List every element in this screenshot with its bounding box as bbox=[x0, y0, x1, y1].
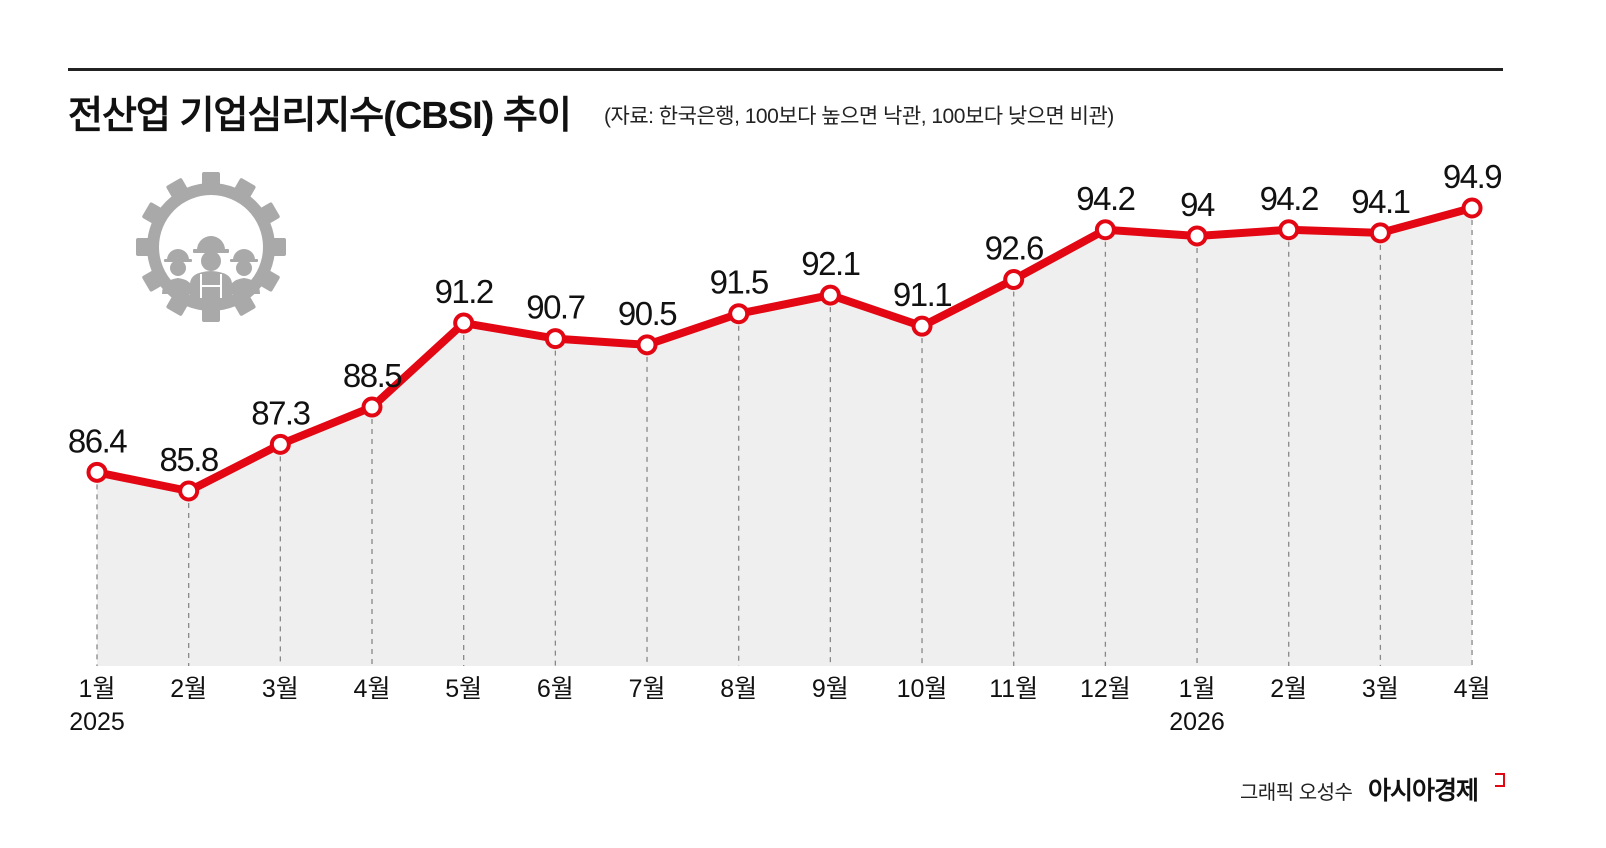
data-point-marker bbox=[819, 284, 841, 306]
data-point-marker bbox=[178, 480, 200, 502]
x-tick-label: 1월 bbox=[1179, 675, 1216, 703]
data-point-marker bbox=[1003, 269, 1025, 291]
value-label: 87.3 bbox=[251, 394, 309, 431]
value-label: 91.5 bbox=[710, 264, 768, 301]
value-label: 92.1 bbox=[801, 245, 859, 282]
x-tick-label: 11월 bbox=[989, 675, 1038, 703]
x-tick-label: 6월 bbox=[537, 675, 574, 703]
data-point-marker bbox=[911, 315, 933, 337]
data-point-marker bbox=[728, 303, 750, 325]
value-label: 94.2 bbox=[1076, 180, 1134, 217]
x-tick-label: 5월 bbox=[445, 675, 482, 703]
value-label: 91.2 bbox=[435, 273, 493, 310]
year-label: 2026 bbox=[1169, 708, 1225, 736]
data-line bbox=[93, 203, 1477, 495]
data-point-marker bbox=[544, 328, 566, 350]
value-label: 94.1 bbox=[1351, 183, 1409, 220]
value-label: 92.6 bbox=[985, 230, 1043, 267]
brand-mark-icon bbox=[1495, 773, 1505, 787]
top-rule bbox=[68, 68, 1503, 71]
data-point-marker bbox=[1461, 197, 1483, 219]
x-tick-label: 3월 bbox=[262, 675, 299, 703]
vertical-guides bbox=[96, 219, 1473, 666]
x-tick-label: 2월 bbox=[1270, 675, 1307, 703]
data-point-marker bbox=[269, 433, 291, 455]
value-label: 94.2 bbox=[1260, 180, 1318, 217]
chart-title: 전산업 기업심리지수(CBSI) 추이 bbox=[68, 95, 572, 137]
value-label: 88.5 bbox=[343, 357, 401, 394]
data-point-marker bbox=[1094, 219, 1116, 241]
gear-workers-icon bbox=[136, 172, 286, 322]
year-label: 2025 bbox=[69, 708, 125, 736]
x-tick-label: 7월 bbox=[629, 675, 666, 703]
graphic-credit: 그래픽 오성수 bbox=[1240, 782, 1353, 804]
x-tick-label: 2월 bbox=[170, 675, 207, 703]
x-tick-label: 4월 bbox=[1454, 675, 1491, 703]
value-label: 86.4 bbox=[68, 422, 127, 459]
x-axis-labels: 1월 2월 3월 4월 5월 6월 7월 8월 9월 10월 11월 12월 1월 2월 3월 4월 2025 2… bbox=[69, 675, 1490, 736]
value-label: 91.1 bbox=[893, 276, 951, 313]
brand-logo: 아시아경제 bbox=[1368, 777, 1479, 805]
value-label: 85.8 bbox=[160, 441, 218, 478]
value-label: 94 bbox=[1180, 186, 1215, 223]
x-tick-label: 10월 bbox=[897, 675, 948, 703]
data-point-marker bbox=[86, 461, 108, 483]
data-point-marker bbox=[453, 312, 475, 334]
x-tick-label: 4월 bbox=[354, 675, 391, 703]
data-markers bbox=[86, 197, 1483, 502]
data-point-marker bbox=[1186, 225, 1208, 247]
value-labels: 86.4 85.8 87.3 88.5 91.2 90.7 90.5 91.5 92.1 91.1… bbox=[68, 158, 1503, 478]
x-tick-label: 8월 bbox=[720, 675, 757, 703]
data-point-marker bbox=[361, 396, 383, 418]
value-label: 90.5 bbox=[618, 295, 676, 332]
area-fill bbox=[97, 207, 1473, 667]
data-point-marker bbox=[636, 334, 658, 356]
data-point-marker bbox=[1278, 219, 1300, 241]
x-tick-label: 1월 bbox=[79, 675, 116, 703]
x-tick-label: 9월 bbox=[812, 675, 849, 703]
value-label: 94.9 bbox=[1443, 158, 1501, 195]
x-tick-label: 3월 bbox=[1362, 675, 1399, 703]
x-tick-label: 12월 bbox=[1080, 675, 1131, 703]
chart-subtitle: (자료: 한국은행, 100보다 높으면 낙관, 100보다 낮으면 비관) bbox=[604, 105, 1114, 128]
data-point-marker bbox=[1369, 222, 1391, 244]
value-label: 90.7 bbox=[526, 289, 584, 326]
